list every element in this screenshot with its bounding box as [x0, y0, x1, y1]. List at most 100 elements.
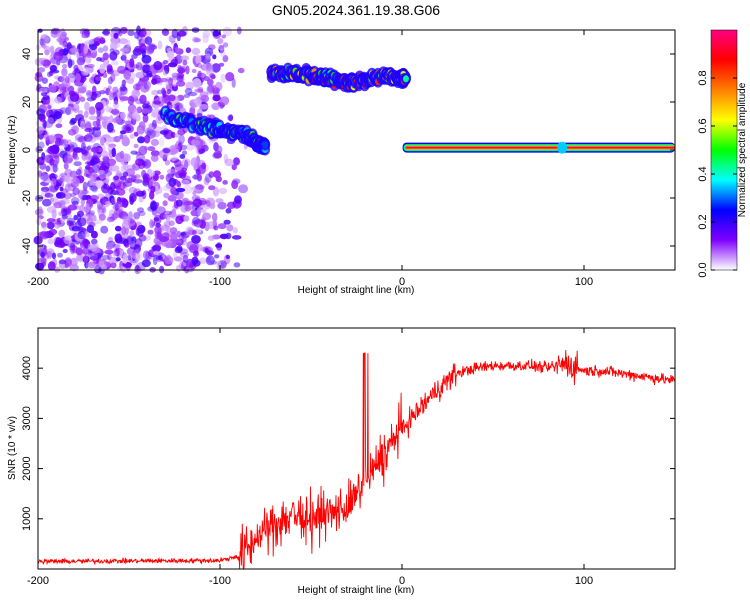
noise-blob [142, 103, 150, 110]
noise-blob [110, 198, 117, 204]
noise-blob [79, 96, 86, 103]
noise-blob [86, 132, 92, 138]
noise-blob [93, 258, 100, 264]
noise-blob [191, 139, 201, 147]
noise-blob [78, 205, 86, 212]
noise-blob [112, 49, 120, 56]
noise-blob [107, 122, 114, 133]
noise-blob [49, 197, 55, 202]
noise-blob [179, 154, 186, 159]
noise-blob [109, 48, 115, 53]
noise-blob [233, 157, 240, 166]
noise-blob [190, 209, 198, 217]
noise-blob [168, 35, 176, 43]
noise-blob [212, 212, 218, 222]
line-core [405, 146, 675, 149]
noise-blob [141, 48, 146, 58]
noise-blob [137, 127, 144, 137]
noise-blob [145, 70, 153, 77]
noise-blob [207, 235, 215, 242]
noise-blob [113, 32, 119, 39]
x-tick-label: 0 [399, 276, 405, 288]
noise-blob [222, 55, 229, 63]
noise-blob [205, 250, 215, 255]
noise-blob [205, 68, 215, 76]
noise-blob [166, 168, 176, 175]
snr-series [37, 349, 676, 571]
noise-blob [53, 111, 62, 120]
noise-blob [84, 28, 91, 37]
noise-blob [110, 182, 116, 192]
snr-panel: -200 -100 0 100 1000 2000 3000 4000 Height of s… [7, 327, 676, 596]
noise-blob [112, 117, 123, 124]
noise-blob [120, 111, 126, 120]
noise-blob [138, 210, 146, 217]
noise-blob [89, 185, 98, 191]
noise-blob [105, 174, 110, 183]
noise-blob [126, 126, 132, 132]
noise-blob [182, 185, 193, 194]
spectrogram-xlabel: Height of straight line (km) [298, 285, 415, 296]
noise-blob [197, 70, 202, 78]
noise-blob [55, 192, 66, 199]
noise-blob [184, 87, 193, 95]
noise-blob [134, 174, 141, 179]
noise-blob [34, 74, 44, 82]
noise-blob [61, 76, 66, 86]
noise-blob [226, 224, 234, 232]
noise-blob [144, 160, 151, 168]
noise-blob [44, 103, 53, 111]
noise-blob [40, 34, 49, 42]
heat-noise [33, 25, 249, 275]
noise-blob [87, 242, 98, 252]
noise-blob [111, 147, 117, 158]
noise-blob [81, 146, 89, 157]
noise-blob [231, 235, 242, 240]
y-tick-label: -40 [21, 238, 33, 254]
noise-blob [213, 170, 222, 179]
noise-blob [84, 202, 91, 213]
noise-blob [221, 34, 227, 39]
noise-blob [163, 65, 168, 71]
noise-blob [212, 152, 223, 159]
noise-blob [48, 184, 59, 193]
noise-blob [39, 38, 45, 46]
noise-blob [100, 225, 109, 234]
colorbar-tick-label: 0.6 [697, 118, 709, 133]
noise-blob [84, 40, 95, 45]
noise-blob [37, 67, 46, 73]
noise-blob [75, 247, 84, 256]
noise-blob [65, 144, 71, 152]
noise-blob [95, 101, 104, 111]
noise-blob [111, 256, 117, 264]
noise-blob [46, 250, 53, 260]
noise-blob [188, 91, 198, 97]
noise-blob [159, 130, 168, 135]
noise-blob [40, 251, 45, 258]
noise-blob [205, 199, 211, 208]
noise-blob [183, 93, 190, 98]
noise-blob [122, 181, 133, 187]
noise-blob [101, 255, 110, 260]
noise-blob [177, 128, 186, 136]
noise-blob [67, 72, 78, 78]
noise-blob [212, 94, 221, 102]
noise-blob [101, 207, 107, 214]
colorbar-tick-label: 0.4 [697, 166, 709, 181]
noise-blob [130, 71, 136, 81]
noise-blob [74, 134, 84, 141]
noise-blob [141, 259, 151, 268]
x-tick-label: 100 [575, 575, 593, 587]
snr-frame [37, 327, 676, 570]
noise-blob [202, 212, 212, 221]
noise-blob [38, 141, 45, 149]
noise-blob [137, 159, 146, 170]
noise-blob [127, 30, 135, 36]
noise-blob [135, 227, 141, 236]
noise-blob [133, 143, 139, 149]
noise-blob [195, 243, 203, 252]
noise-blob [56, 59, 61, 66]
noise-blob [110, 108, 120, 115]
noise-blob [73, 104, 79, 109]
noise-blob [149, 219, 155, 229]
